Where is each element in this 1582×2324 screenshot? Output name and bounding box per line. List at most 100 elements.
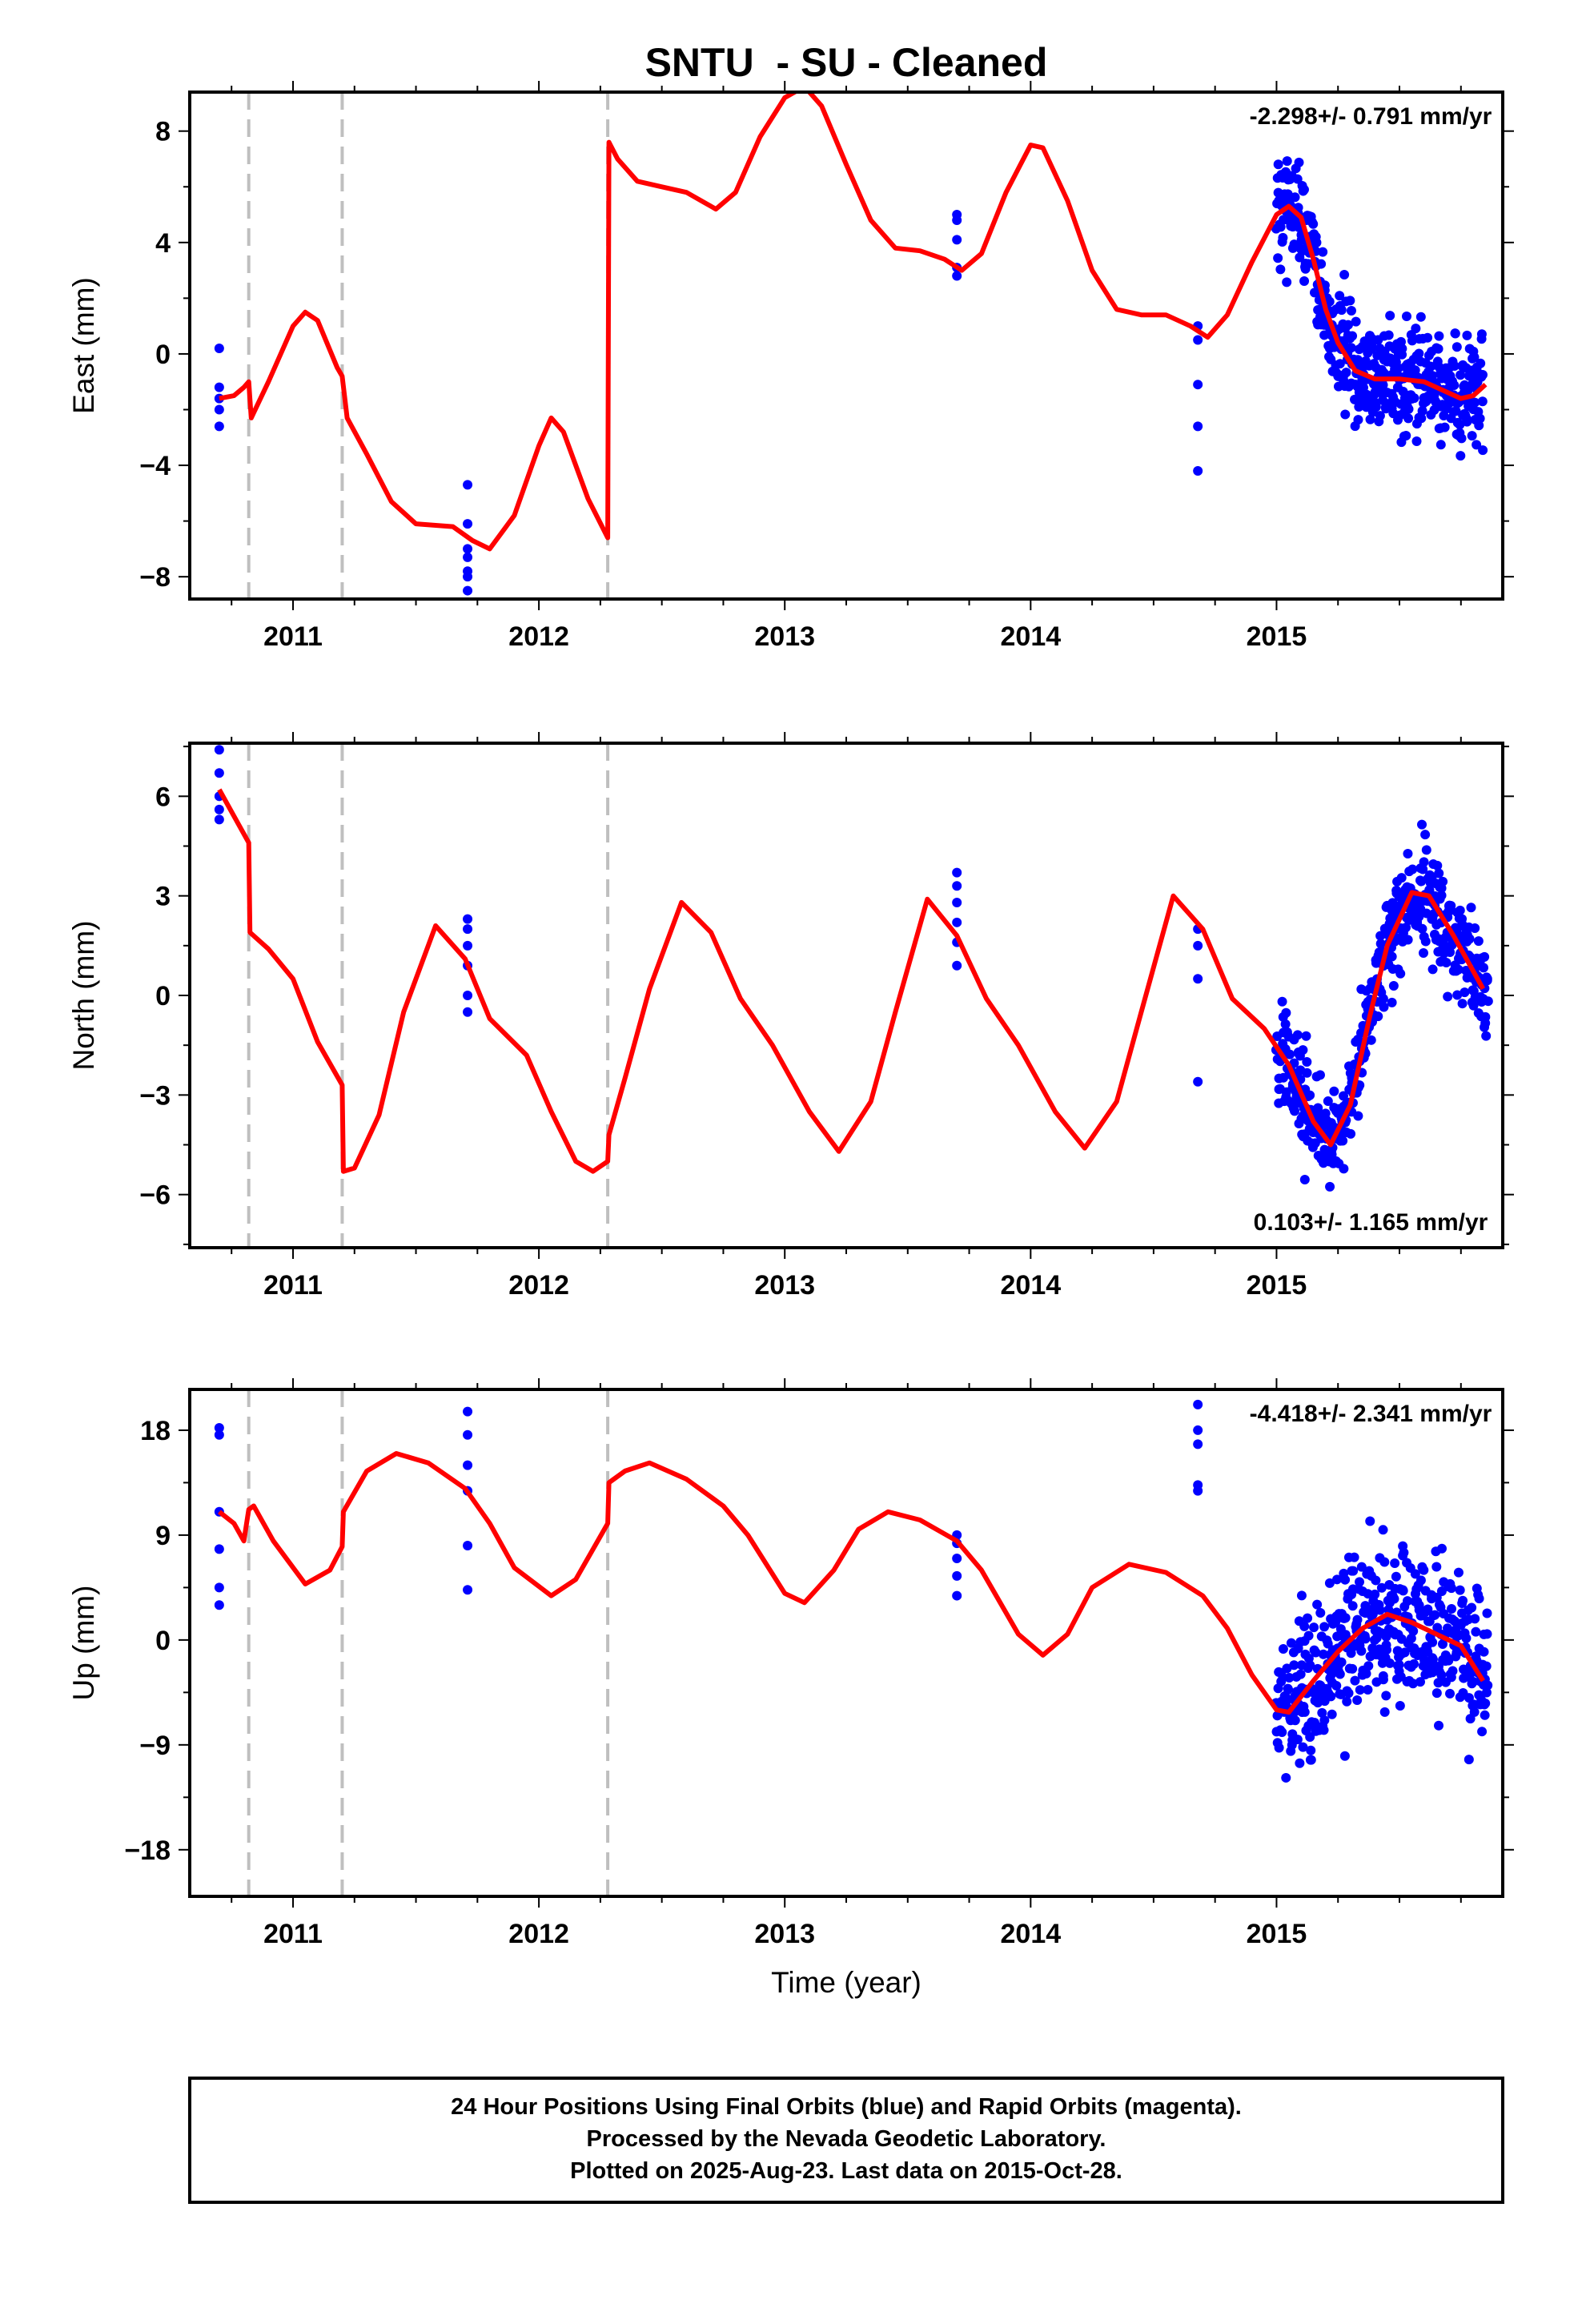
observation-point (1299, 1707, 1310, 1717)
observation-point (1426, 361, 1436, 372)
observation-point (463, 572, 473, 582)
x-tick-label: 2011 (263, 1270, 323, 1301)
observation-point (1434, 868, 1444, 879)
observation-point (1400, 923, 1411, 933)
observation-point (1415, 312, 1426, 322)
observation-point (1303, 1613, 1313, 1623)
x-tick-label: 2012 (508, 1270, 569, 1301)
observation-point (463, 544, 473, 554)
model-fit-line (217, 788, 1486, 1174)
observation-point (1376, 1582, 1387, 1593)
observation-point (1375, 411, 1385, 421)
observation-point (1342, 1696, 1352, 1707)
y-tick-label: 0 (155, 1626, 171, 1656)
observation-point (1356, 1562, 1367, 1572)
observation-point (1478, 445, 1488, 456)
observation-point (1379, 1002, 1389, 1012)
observation-point (1395, 968, 1406, 979)
observation-point (1348, 1566, 1359, 1576)
observation-point (1436, 1543, 1447, 1554)
observation-point (1447, 1604, 1457, 1614)
observation-point (1273, 253, 1283, 263)
observation-point (1418, 864, 1428, 875)
observation-point (1466, 903, 1476, 913)
observation-point (214, 814, 224, 825)
observation-point (1407, 864, 1418, 875)
observation-point (1283, 1683, 1293, 1694)
observation-point (1363, 1661, 1374, 1671)
x-tick-label: 2011 (263, 621, 323, 652)
observation-point (1433, 344, 1443, 354)
observation-point (214, 1600, 224, 1610)
observation-point (1378, 994, 1388, 1004)
observation-point (1193, 940, 1203, 951)
observation-point (1455, 420, 1465, 430)
observation-point (1193, 466, 1203, 476)
observation-point (952, 1590, 962, 1601)
y-tick-label: 4 (155, 228, 171, 259)
observation-point (214, 745, 224, 755)
observation-point (463, 1406, 473, 1417)
observation-point (1284, 1673, 1295, 1683)
observation-point (1319, 1622, 1330, 1632)
observation-point (1402, 1596, 1412, 1606)
observation-point (1286, 1638, 1296, 1648)
observation-point (952, 271, 962, 281)
observation-point (1193, 1425, 1203, 1435)
observation-point (1347, 1601, 1358, 1611)
observation-point (1462, 330, 1472, 340)
observation-point (1331, 1681, 1342, 1691)
observation-point (1365, 414, 1375, 424)
observation-point (1452, 990, 1463, 1000)
observation-point (1481, 1661, 1492, 1671)
observation-point (1312, 1599, 1323, 1610)
observation-point (1319, 1715, 1330, 1726)
observation-point (1346, 1648, 1356, 1659)
observation-point (1387, 951, 1397, 962)
observation-point (1401, 431, 1411, 441)
observation-point (1449, 380, 1460, 391)
observation-point (1443, 1655, 1454, 1666)
observation-point (1282, 1695, 1292, 1706)
model-fit-line (219, 92, 1488, 552)
observation-point (1477, 1727, 1488, 1737)
observation-point (1437, 1638, 1447, 1649)
observation-point (1325, 1181, 1335, 1192)
observation-point (1324, 1578, 1335, 1588)
observation-point (1464, 1693, 1474, 1703)
observation-point (463, 1429, 473, 1440)
observation-point (1403, 413, 1414, 424)
observation-point (952, 917, 962, 927)
observation-point (463, 585, 473, 596)
observation-point (1358, 383, 1368, 393)
observation-point (1385, 311, 1395, 321)
x-tick-label: 2012 (508, 621, 569, 652)
observation-point (463, 924, 473, 935)
observation-point (1399, 1547, 1409, 1558)
observation-point (1416, 413, 1427, 424)
observation-point (1366, 1035, 1376, 1045)
observation-point (1470, 923, 1480, 934)
observation-point (1457, 914, 1468, 924)
observation-point (463, 552, 473, 562)
observation-point (1438, 876, 1448, 887)
observation-point (1280, 1019, 1291, 1029)
observation-point (1464, 934, 1475, 944)
observation-point (1301, 1031, 1311, 1041)
observation-point (1355, 1577, 1365, 1587)
observation-point (1316, 259, 1327, 269)
x-tick-label: 2013 (754, 1270, 815, 1301)
plot-frame (188, 742, 1504, 1249)
observation-point (1394, 1659, 1404, 1670)
observation-point (1403, 849, 1413, 859)
observation-point (1299, 276, 1310, 287)
observation-point (1445, 1688, 1456, 1699)
observation-point (214, 1544, 224, 1554)
observation-point (1306, 1755, 1316, 1765)
observation-point (1347, 331, 1358, 341)
observation-point (952, 867, 962, 878)
observation-point (1414, 348, 1424, 359)
observation-point (1464, 1755, 1474, 1765)
observation-point (463, 914, 473, 924)
x-tick-label: 2015 (1247, 1919, 1307, 1949)
